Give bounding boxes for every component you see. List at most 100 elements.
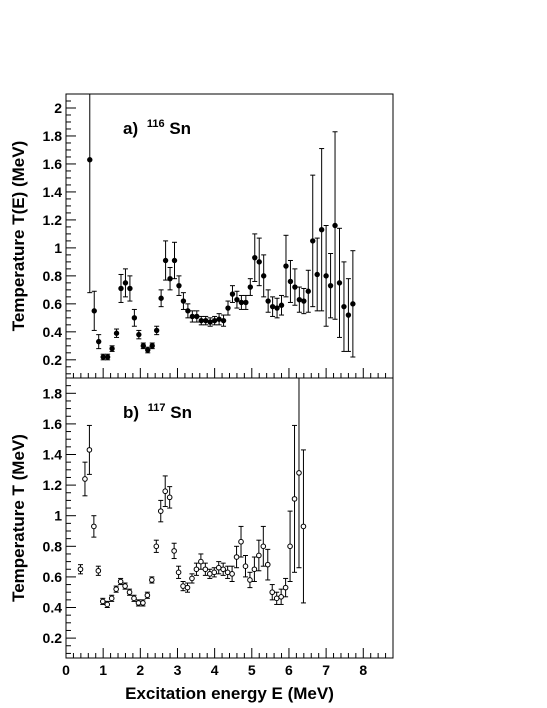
panel-a-data-point [292, 284, 298, 290]
panel-a-title-mass: 116 [147, 118, 165, 130]
panel-a-data-point [216, 316, 222, 322]
panel-b-data-point [238, 538, 244, 545]
panel-b-data-point [291, 496, 298, 502]
panel-a-title-prefix: a) [123, 119, 138, 138]
panel-a-data-point [327, 282, 334, 289]
panel-b-series [77, 378, 307, 609]
panel-a-data-point [100, 354, 106, 360]
x-tick-label: 4 [211, 662, 219, 678]
panel-b-y-tick-label: 1.8 [43, 385, 63, 401]
panel-a-y-tick-label: 1.8 [43, 128, 63, 144]
panel-a-data-point [122, 280, 129, 286]
panel-a-data-point [269, 303, 276, 310]
panel-a-data-point [314, 271, 320, 278]
panel-b-data-point [264, 561, 271, 568]
x-tick-label: 5 [248, 662, 256, 678]
panel-a-data-point [265, 298, 271, 304]
panel-a-data-point [211, 317, 218, 324]
panel-a-y-tick-label: 1.2 [43, 212, 63, 228]
panel-a-y-axis-label: Temperature T(E) (MeV) [9, 141, 28, 332]
panel-b-data-point [224, 569, 231, 576]
panel-a-title: a) 116 Sn [123, 112, 191, 138]
panel-b-data-point [108, 595, 115, 602]
panel-b-data-point [193, 566, 200, 573]
panel-a-y-tick-label: 0.2 [43, 352, 63, 368]
panel-b-data-point [260, 543, 267, 550]
panel-a-series [87, 94, 356, 361]
panel-b-data-point [202, 566, 209, 573]
panel-b-title-element: Sn [170, 403, 192, 422]
panel-a-data-point [229, 291, 236, 297]
panel-b-title-mass: 117 [148, 402, 166, 414]
panel-a-data-point [167, 275, 173, 282]
panel-b-data-point [273, 595, 280, 602]
x-tick-label: 0 [62, 662, 70, 678]
panel-a-data-point [162, 257, 169, 264]
panel-b-data-point [171, 548, 177, 554]
panel-b-data-point [104, 601, 111, 608]
panel-b-data-point [282, 584, 289, 591]
panel-a: 0.2 0.4 0.6 0.8 1 1.2 1.4 1.6 1.8 2 a) 116 Sn Tem… [9, 93, 394, 379]
panel-b-data-point [153, 543, 160, 550]
panel-a-data-point [323, 273, 329, 279]
panel-a-data-point [345, 312, 352, 318]
panel-b-y-tick-label: 0.6 [43, 569, 63, 585]
panel-b-data-point [278, 593, 284, 600]
panel-b-data-point [144, 592, 151, 599]
panel-a-data-point [243, 299, 249, 306]
panel-b-data-point [99, 598, 106, 605]
panel-a-data-point [318, 227, 325, 233]
panel-a-y-tick-label: 2 [54, 100, 62, 116]
panel-a-data-point [127, 285, 133, 292]
panel-a-data-point [336, 280, 343, 286]
panel-b-x-ticks [65, 648, 394, 658]
panel-b-data-point [247, 577, 253, 583]
panel-a-y-tick-labels: 0.2 0.4 0.6 0.8 1 1.2 1.4 1.6 1.8 2 [43, 100, 63, 368]
x-tick-label: 7 [322, 662, 330, 678]
panel-b-data-point [180, 583, 186, 589]
panel-a-data-point [220, 317, 227, 324]
panel-b: 0.2 0.4 0.6 0.8 1 1.2 1.4 1.6 1.8 0 1 2 3 4 5 6 7 8 b) 1… [9, 377, 394, 703]
panel-b-data-point [135, 600, 142, 606]
panel-b-data-point [117, 578, 124, 585]
x-tick-label: 2 [136, 662, 144, 678]
panel-a-data-point [153, 327, 160, 334]
panel-a-data-point [118, 285, 124, 292]
panel-a-data-point [87, 157, 93, 163]
panel-a-data-point [252, 254, 258, 261]
panel-a-data-point [287, 278, 294, 285]
panel-b-y-axis-label: Temperature T (MeV) [9, 434, 28, 602]
panel-b-data-point [211, 569, 218, 576]
panel-b-data-point [198, 558, 204, 565]
panel-b-data-point [251, 566, 258, 573]
panel-a-title-element: Sn [169, 119, 191, 138]
x-axis-label: Excitation energy E (MeV) [125, 684, 334, 703]
panel-b-data-point [296, 470, 302, 476]
panel-a-data-point [198, 317, 204, 324]
panel-b-data-point [131, 595, 137, 602]
panel-a-y-tick-label: 1.4 [43, 184, 63, 200]
panel-a-data-point [341, 303, 347, 310]
panel-a-data-point [96, 338, 102, 345]
panel-a-y-tick-label: 1.6 [43, 156, 63, 172]
panel-a-data-point [104, 354, 111, 360]
panel-a-data-point [109, 345, 115, 352]
panel-a-data-point [278, 302, 285, 308]
panel-a-data-point [145, 347, 151, 353]
panel-b-y-tick-labels: 0.2 0.4 0.6 0.8 1 1.2 1.4 1.6 1.8 [43, 385, 63, 646]
x-tick-label: 3 [174, 662, 182, 678]
panel-a-data-point [238, 299, 245, 306]
panel-a-data-point [91, 308, 97, 314]
x-tick-label: 8 [359, 662, 367, 678]
panel-b-data-point [157, 508, 164, 514]
panel-b-data-point [256, 552, 262, 559]
panel-b-data-point [82, 476, 88, 482]
panel-a-data-point [234, 296, 240, 303]
panel-b-data-point [126, 589, 133, 596]
panel-a-data-point [247, 284, 254, 290]
panel-b-data-point [175, 569, 182, 576]
panel-a-data-point [350, 301, 356, 307]
panel-a-data-point [149, 343, 155, 349]
panel-b-y-tick-label: 1 [54, 508, 62, 524]
